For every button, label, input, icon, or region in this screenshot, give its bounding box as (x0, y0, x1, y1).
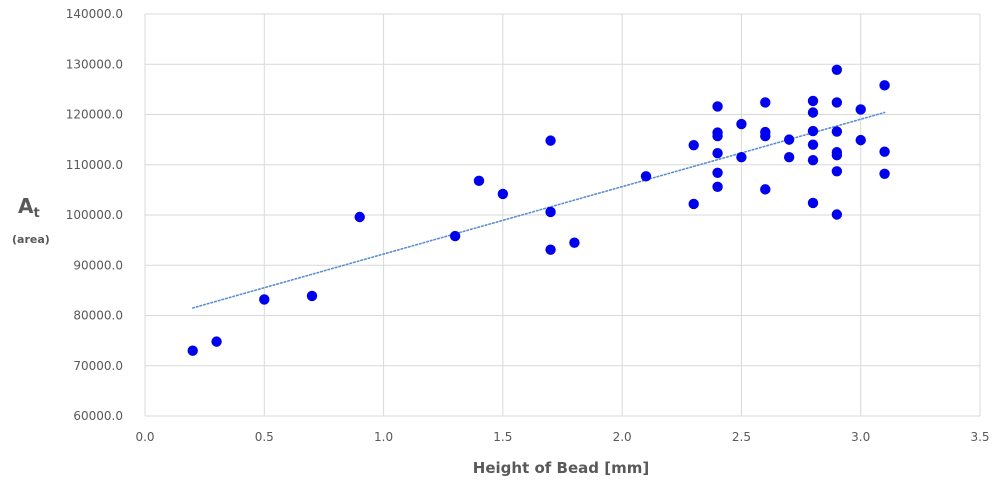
data-point (712, 148, 722, 158)
x-axis-label: Height of Bead [mm] (473, 459, 649, 477)
data-point (879, 169, 889, 179)
svg-text:At: At (18, 194, 40, 221)
data-point (832, 166, 842, 176)
data-point (760, 184, 770, 194)
data-point (808, 139, 818, 149)
y-tick-label: 60000.0 (73, 409, 123, 423)
data-point (760, 131, 770, 141)
data-point (498, 189, 508, 199)
data-point (808, 107, 818, 117)
y-tick-label: 100000.0 (66, 208, 123, 222)
data-point (355, 212, 365, 222)
data-point (712, 168, 722, 178)
data-point (832, 65, 842, 75)
y-axis-label: At (area) (12, 194, 50, 246)
trendline (193, 112, 885, 307)
y-tick-label: 90000.0 (73, 258, 123, 272)
data-point (545, 135, 555, 145)
data-point (569, 237, 579, 247)
data-point (760, 97, 770, 107)
x-tick-label: 1.0 (374, 430, 393, 444)
x-tick-label: 2.5 (732, 430, 751, 444)
data-point (856, 135, 866, 145)
x-tick-label: 0.5 (255, 430, 274, 444)
x-tick-label: 1.5 (493, 430, 512, 444)
data-point (879, 80, 889, 90)
y-tick-label: 110000.0 (66, 158, 123, 172)
data-point (712, 182, 722, 192)
y-tick-label: 70000.0 (73, 359, 123, 373)
data-point (545, 207, 555, 217)
y-axis-label-main: A (18, 194, 34, 218)
data-point (736, 152, 746, 162)
data-point (856, 104, 866, 114)
data-point (450, 231, 460, 241)
x-tick-label: 0.0 (135, 430, 154, 444)
trendline-layer (193, 112, 885, 307)
data-point (784, 134, 794, 144)
y-axis-ticks: 60000.0 70000.0 80000.0 90000.0 100000.0 1100… (66, 7, 123, 423)
y-tick-label: 120000.0 (66, 108, 123, 122)
data-point (545, 244, 555, 254)
x-tick-label: 3.0 (851, 430, 870, 444)
x-axis-ticks: 0.0 0.5 1.0 1.5 2.0 2.5 3.0 3.5 (135, 430, 989, 444)
data-point (307, 291, 317, 301)
data-point (712, 101, 722, 111)
y-tick-label: 130000.0 (66, 57, 123, 71)
y-tick-label: 80000.0 (73, 309, 123, 323)
data-point (832, 150, 842, 160)
data-point (784, 152, 794, 162)
data-point (689, 140, 699, 150)
data-point (474, 176, 484, 186)
data-point (832, 126, 842, 136)
x-tick-label: 2.0 (613, 430, 632, 444)
data-point (808, 198, 818, 208)
data-point (736, 119, 746, 129)
grid-lines (145, 14, 980, 416)
data-point (259, 294, 269, 304)
y-axis-label-unit: (area) (12, 233, 50, 246)
data-point (712, 131, 722, 141)
data-point (832, 209, 842, 219)
y-axis-label-subscript: t (33, 206, 39, 221)
data-point (641, 171, 651, 181)
data-point (879, 146, 889, 156)
data-point (808, 155, 818, 165)
data-point (689, 199, 699, 209)
data-point (832, 97, 842, 107)
data-point (808, 96, 818, 106)
data-point (188, 345, 198, 355)
data-point (211, 336, 221, 346)
x-tick-label: 3.5 (970, 430, 989, 444)
y-tick-label: 140000.0 (66, 7, 123, 21)
data-point (808, 126, 818, 136)
